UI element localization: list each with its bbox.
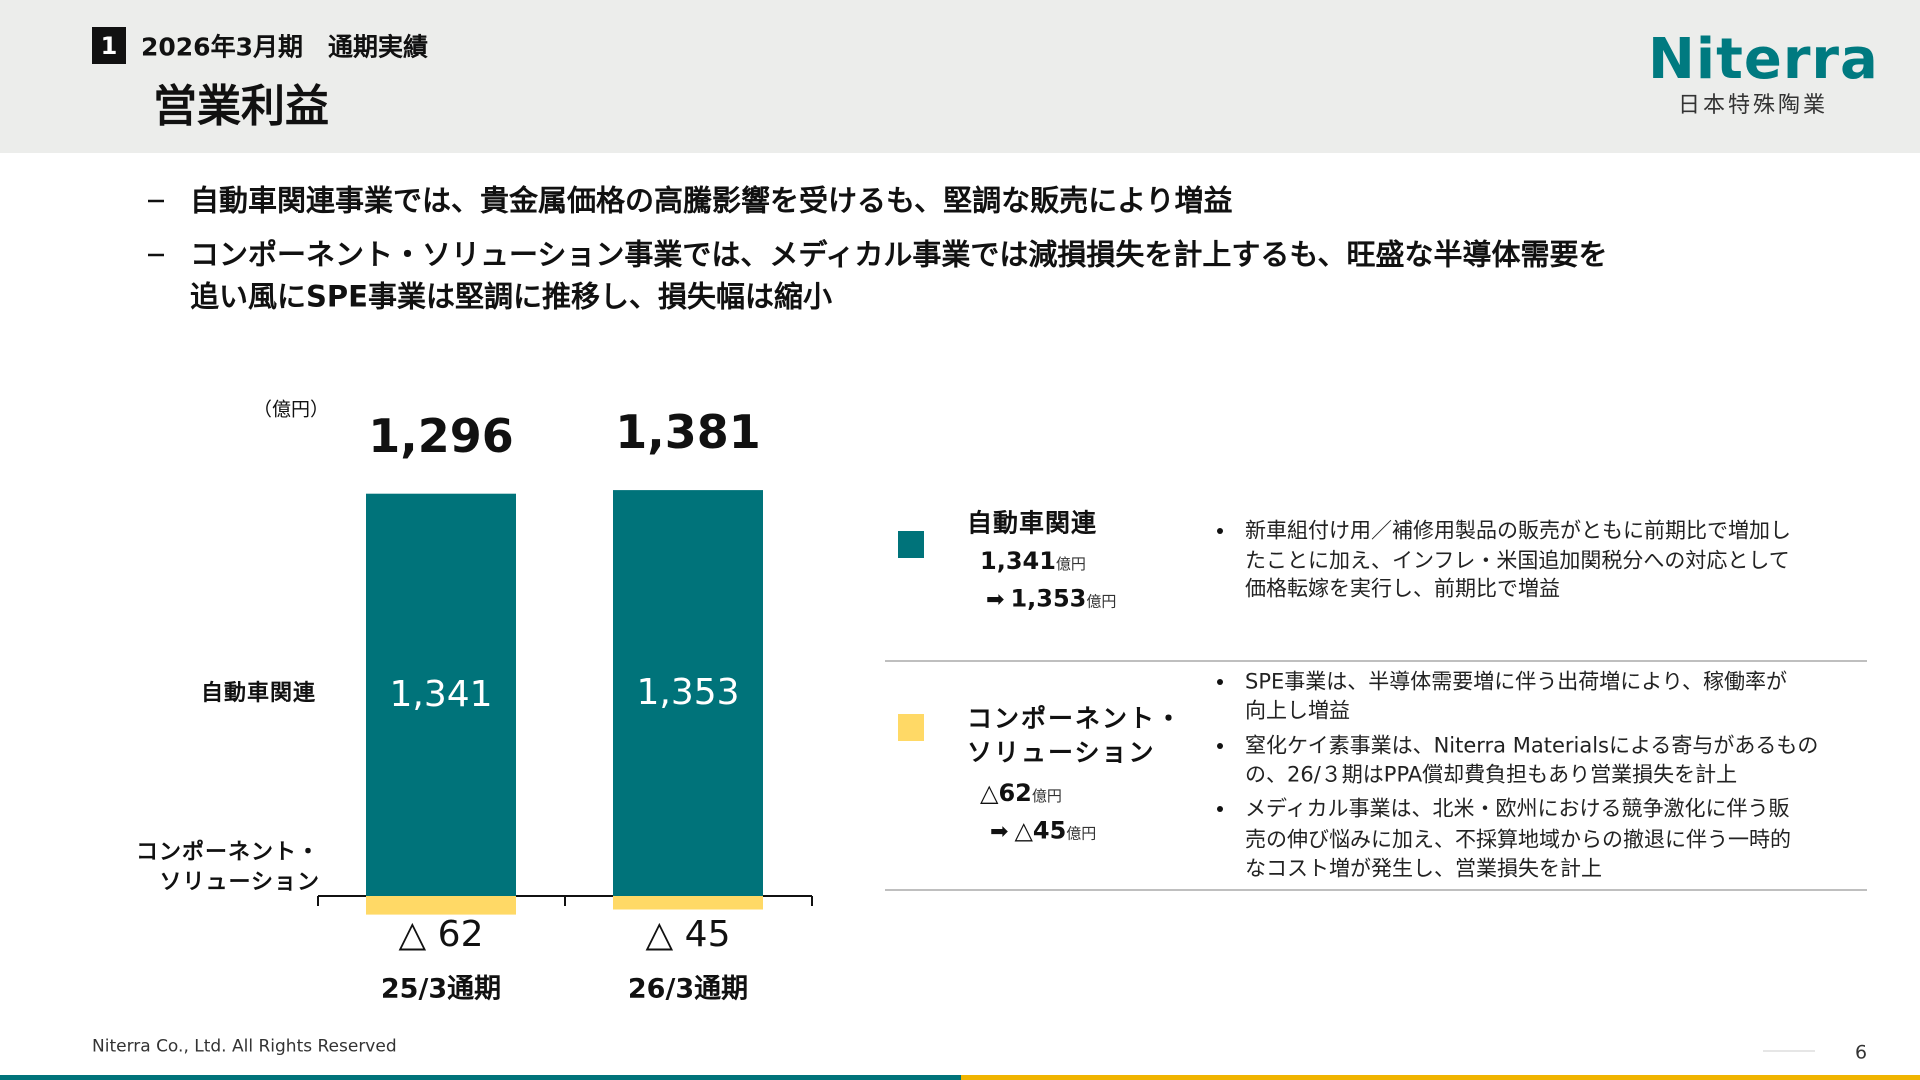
logo-sub: 日本特殊陶業 bbox=[1678, 93, 1829, 118]
text-part: 億円 bbox=[1086, 592, 1117, 611]
legend-name: コンポーネント・ソリューション bbox=[967, 704, 1184, 767]
x-tick-label: 26/3通期 bbox=[627, 973, 749, 1005]
legend-value: ➡ △45億円 bbox=[990, 819, 1096, 844]
value-label: 1,341 bbox=[389, 673, 493, 715]
bullet-dot bbox=[1217, 743, 1223, 749]
panel-text: 価格転嫁を実行し、前期比で増益 bbox=[1245, 576, 1560, 601]
bar-segment bbox=[366, 896, 516, 915]
panel-text: メディカル事業は、北米・欧州における競争激化に伴う販 bbox=[1245, 796, 1790, 821]
legend-swatch bbox=[898, 714, 924, 741]
panel-text: たことに加え、インフレ・米国追加関税分への対応として bbox=[1245, 548, 1790, 573]
bar-segment bbox=[366, 493, 516, 896]
legend-name: 自動車関連 bbox=[967, 508, 1098, 538]
value-label: △ 45 bbox=[645, 914, 731, 955]
legend-value: 1,341億円 bbox=[980, 549, 1086, 573]
panel-text: 窒化ケイ素事業は、Niterra Materialsによる寄与があるもの bbox=[1245, 733, 1819, 758]
text-part: 億円 bbox=[1031, 787, 1062, 805]
slide-title: 営業利益 bbox=[153, 81, 329, 132]
page-number: 6 bbox=[1854, 1041, 1868, 1064]
footer-bar bbox=[0, 1075, 961, 1080]
x-tick-label: 25/3通期 bbox=[380, 973, 502, 1005]
text-part: 1,341 bbox=[980, 547, 1056, 575]
unit-label: （億円） bbox=[252, 398, 330, 421]
bullet-dot bbox=[1217, 528, 1223, 534]
bar-segment bbox=[613, 896, 763, 910]
panel-text: SPE事業は、半導体需要増に伴う出荷増により、稼働率が bbox=[1245, 669, 1787, 694]
legend-value: △62億円 bbox=[980, 781, 1062, 805]
series-label: コンポーネント・ソリューション bbox=[135, 840, 320, 895]
header-band bbox=[0, 0, 1920, 153]
panel-text: なコスト増が発生し、営業損失を計上 bbox=[1245, 856, 1602, 881]
value-label: 1,353 bbox=[636, 672, 740, 714]
panel-text: 売の伸び悩みに加え、不採算地域からの撤退に伴う一時的 bbox=[1245, 827, 1791, 852]
total-label: 1,381 bbox=[615, 405, 761, 460]
text-part: △62 bbox=[980, 779, 1032, 807]
panel-text: 向上し増益 bbox=[1245, 698, 1350, 723]
series-label: 自動車関連 bbox=[200, 681, 316, 706]
value-label: △ 62 bbox=[398, 914, 484, 955]
panel-text: 新車組付け用／補修用製品の販売がともに前期比で増加し bbox=[1245, 518, 1791, 543]
text-part: 億円 bbox=[1066, 824, 1097, 843]
text-part: △45 bbox=[1014, 816, 1067, 845]
panel-text: の、26/３期はPPA償却費負担もあり営業損失を計上 bbox=[1245, 762, 1738, 787]
logo: Niterra bbox=[1648, 27, 1879, 92]
bullet-dot bbox=[1217, 679, 1223, 685]
period: 2026年3月期 通期実績 bbox=[141, 32, 428, 62]
section-number: 1 bbox=[100, 32, 118, 60]
legend-swatch bbox=[898, 531, 924, 558]
text-part: ➡ bbox=[986, 587, 1005, 613]
bullet-text: コンポーネント・ソリューション事業では、メディカル事業では減損損失を計上するも、… bbox=[190, 237, 1608, 272]
bar-segment bbox=[613, 490, 763, 896]
number-box bbox=[92, 27, 126, 64]
bullet-dot bbox=[1217, 806, 1223, 812]
copyright: Niterra Co., Ltd. All Rights Reserved bbox=[92, 1036, 397, 1057]
legend-value: ➡ 1,353億円 bbox=[986, 587, 1116, 612]
footer-bar bbox=[961, 1075, 1920, 1080]
text-part: ➡ bbox=[990, 819, 1009, 845]
bullet-text: 自動車関連事業では、貴金属価格の高騰影響を受けるも、堅調な販売により増益 bbox=[190, 183, 1233, 218]
bullet-text: 追い風にSPE事業は堅調に推移し、損失幅は縮小 bbox=[190, 279, 832, 314]
total-label: 1,296 bbox=[368, 408, 514, 463]
text-part: 1,353 bbox=[1010, 584, 1087, 613]
text-part: 億円 bbox=[1055, 555, 1086, 573]
